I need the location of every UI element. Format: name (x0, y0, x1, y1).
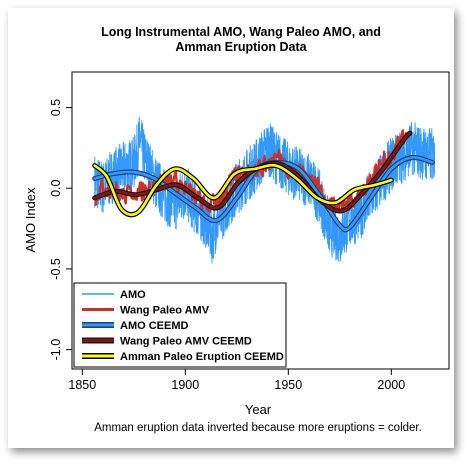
y-axis-label: AMO Index (23, 187, 38, 253)
chart-frame: Long Instrumental AMO, Wang Paleo AMO, a… (8, 8, 454, 448)
legend: AMO Wang Paleo AMV AMO CEEMD Wang Paleo AMV… (73, 282, 287, 368)
x-tick-label: 1850 (68, 378, 96, 392)
x-tick-label: 2000 (377, 378, 405, 392)
x-tick-label: 1950 (274, 378, 302, 392)
y-tick-label: -1.0 (49, 339, 63, 361)
legend-label-amo: AMO (120, 289, 146, 301)
y-tick-label: -0.5 (49, 258, 63, 280)
amman-paleo-eruption-ceemd-series-line (93, 163, 393, 217)
amo-chart: Long Instrumental AMO, Wang Paleo AMO, a… (23, 25, 450, 434)
axis-ticks: 1850 1900 1950 2000 -1.0 -0.5 0.0 0.5 (49, 99, 405, 392)
chart-title: Long Instrumental AMO, Wang Paleo AMO, a… (101, 25, 381, 54)
legend-label-wang-paleo-amv: Wang Paleo AMV (120, 305, 210, 317)
chart-note: Amman eruption data inverted because mor… (94, 422, 422, 434)
plot-area-border (71, 71, 450, 370)
series-layer (92, 116, 436, 264)
y-tick-label: 0.0 (49, 179, 63, 196)
y-tick-label: 0.5 (49, 99, 63, 116)
chart-title-line-1: Long Instrumental AMO, Wang Paleo AMO, a… (101, 25, 381, 39)
chart-title-line-2: Amman Eruption Data (175, 40, 307, 54)
x-axis-label: Year (245, 402, 272, 417)
legend-label-amo-ceemd: AMO CEEMD (120, 320, 189, 332)
x-tick-label: 1900 (171, 378, 199, 392)
legend-label-wang-paleo-amv-ceemd: Wang Paleo AMV CEEMD (120, 336, 252, 348)
legend-label-amman-paleo-eruption-ceemd: Amman Paleo Eruption CEEMD (120, 351, 284, 363)
